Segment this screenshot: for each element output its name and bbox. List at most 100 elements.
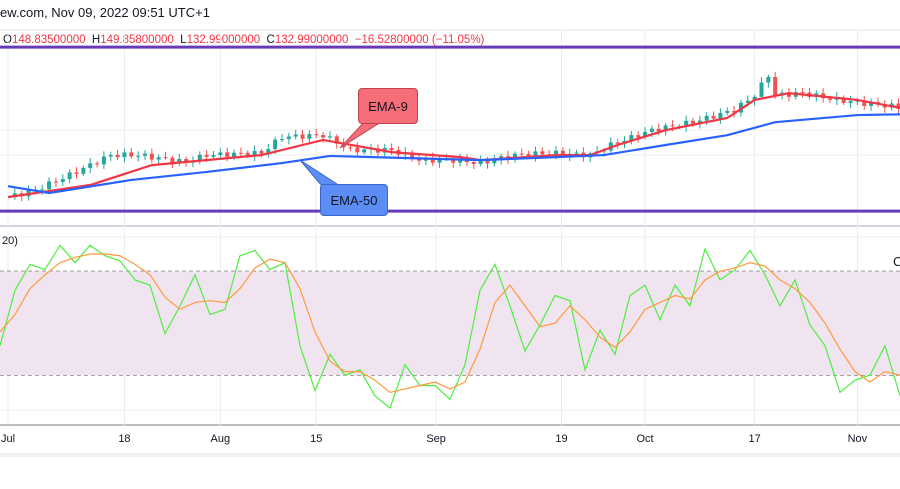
candle-body — [170, 157, 175, 163]
grid — [0, 29, 900, 457]
candle-body — [526, 153, 531, 157]
time-axis: Jul 18 Aug 15 Sep 19 Oct 17 Nov — [1, 433, 868, 445]
candle-body — [643, 131, 648, 138]
candle-body — [136, 155, 141, 157]
candle-body — [862, 100, 867, 106]
candle-body — [766, 77, 771, 83]
candle-body — [478, 160, 483, 164]
time-tick-label: Aug — [211, 433, 231, 445]
stoch-band — [0, 271, 900, 376]
candle-body — [156, 157, 161, 160]
candle-body — [238, 152, 243, 154]
candle-body — [293, 134, 298, 137]
candle-body — [225, 152, 230, 157]
candle-body — [430, 157, 435, 163]
candle-body — [410, 152, 415, 160]
candle-body — [218, 152, 223, 156]
time-tick-label: 19 — [555, 433, 567, 445]
candle-body — [533, 151, 538, 157]
candle-body — [40, 189, 45, 191]
ema9-line — [7, 92, 900, 199]
candle-body — [711, 115, 716, 119]
candle-body — [471, 162, 476, 164]
high-label: H — [91, 34, 101, 46]
candle-body — [197, 154, 202, 162]
close-label: C — [266, 34, 275, 46]
candle-body — [848, 101, 853, 103]
candle-body — [725, 110, 730, 113]
candle-body — [732, 110, 737, 113]
stoch-right-label: C — [893, 254, 900, 269]
time-tick-label: Oct — [636, 433, 653, 445]
candle-body — [540, 151, 545, 155]
candle-body — [896, 103, 900, 109]
candle-body — [184, 158, 189, 163]
candle-body — [122, 152, 127, 158]
candle-body — [773, 77, 778, 96]
candle-body — [512, 153, 517, 160]
candle-body — [800, 92, 805, 94]
candle-body — [115, 154, 120, 158]
candle-body — [273, 139, 278, 150]
candle-body — [649, 128, 654, 132]
candle-body — [280, 139, 284, 141]
candle-body — [348, 147, 353, 149]
candle-body — [245, 152, 250, 156]
candle-body — [300, 134, 305, 139]
time-tick-label: Jul — [1, 433, 15, 445]
candle-body — [211, 155, 216, 157]
time-tick-label: 17 — [749, 433, 761, 445]
open-label: O — [3, 34, 12, 46]
candle-body — [704, 115, 709, 121]
candle-body — [232, 152, 237, 157]
candle-body — [745, 100, 750, 103]
candle-body — [560, 150, 565, 156]
candle-body — [53, 181, 58, 183]
candle-body — [101, 156, 106, 165]
candle-body — [417, 159, 421, 161]
time-tick-label: 15 — [310, 433, 322, 445]
close-value: 132.99000000 — [274, 34, 349, 46]
candle-body — [67, 172, 72, 180]
ohlc-legend: O148.83500000 H149.85800000 L132.9900000… — [3, 34, 484, 46]
bottom-bar — [0, 453, 900, 457]
candle-body — [355, 147, 360, 153]
candle-body — [752, 96, 757, 101]
low-value: 132.99000000 — [186, 34, 261, 46]
ema50-line — [7, 113, 900, 195]
candle-body — [519, 153, 524, 155]
candle-body — [636, 135, 641, 138]
candle-body — [485, 160, 490, 164]
candle-body — [321, 135, 326, 138]
ema50-callout-pointer — [299, 159, 342, 187]
candle-body — [670, 125, 675, 127]
candle-body — [95, 163, 100, 165]
candle-body — [629, 135, 634, 141]
candle-body — [691, 120, 695, 124]
candle-body — [855, 100, 860, 102]
candle-body — [266, 149, 271, 154]
candle-body — [74, 172, 79, 174]
candle-body — [259, 150, 264, 154]
lines — [0, 92, 900, 409]
candle-body — [129, 152, 134, 157]
candle-body — [828, 98, 832, 100]
low-label: L — [180, 34, 187, 46]
candle-body — [307, 134, 312, 139]
candle-body — [88, 163, 93, 168]
stoch-k-line — [0, 244, 900, 409]
candle-body — [314, 134, 319, 136]
time-tick-label: 18 — [118, 433, 130, 445]
candle-body — [143, 153, 147, 156]
candle-body — [656, 128, 661, 132]
candle-body — [841, 97, 846, 103]
stoch-d-line — [0, 253, 900, 394]
candle-body — [204, 154, 209, 157]
candle-body — [334, 136, 339, 144]
ema9-callout: EMA-9 — [358, 88, 418, 124]
candle-body — [718, 112, 723, 119]
candle-body — [451, 158, 456, 163]
chart-header-title: ew.com, Nov 09, 2022 09:51 UTC+1 — [0, 5, 210, 20]
candle-body — [615, 142, 620, 144]
